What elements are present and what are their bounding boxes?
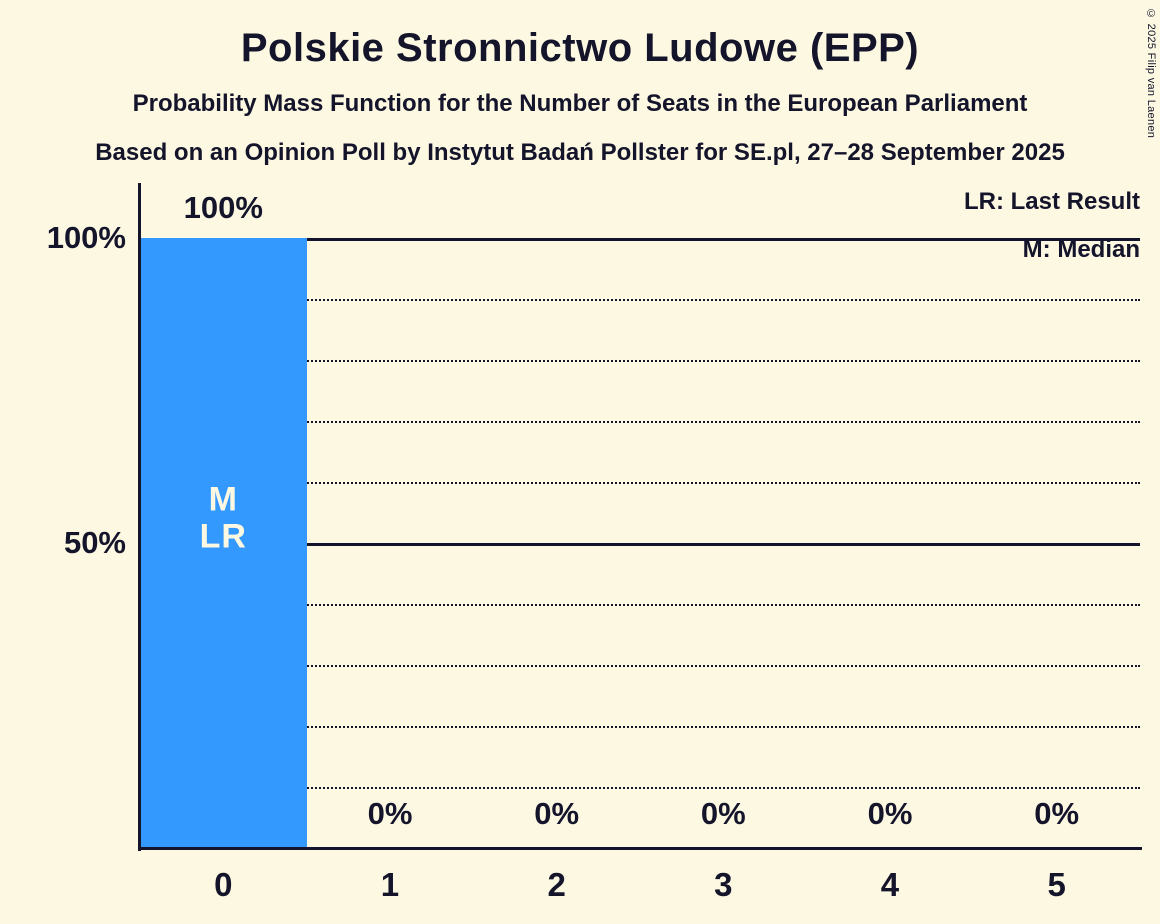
legend-last-result: LR: Last Result [963,188,1140,215]
y-tick-label-50pct: 50% [63,525,126,560]
chart-source-line: Based on an Opinion Poll by Instytut Bad… [95,139,1065,166]
x-tick-label-5: 5 [1047,866,1066,903]
bar-annotation-line: LR [199,517,247,556]
bar-seats-0: M LR [140,238,307,848]
gridline-70pct [140,421,1140,423]
value-label-seats-4: 0% [867,796,913,831]
value-label-seats-2: 0% [534,796,580,831]
chart-title: Polskie Stronnictwo Ludowe (EPP) [240,26,920,70]
x-tick-label-3: 3 [714,866,733,903]
gridline-100pct [140,238,1140,241]
x-tick-label-4: 4 [880,866,900,903]
plot-area: M LR 100% 0% 0% 0% 0% 0% [140,190,1140,848]
gridline-30pct [140,665,1140,667]
y-tick-label-100pct: 100% [46,220,126,255]
x-tick-label-2: 2 [547,866,566,903]
bar-annotation-line: M [208,480,238,519]
gridline-60pct [140,482,1140,484]
x-tick-label-0: 0 [214,866,233,903]
y-axis-line [138,183,141,851]
copyright-text: © 2025 Filip van Laenen [1145,8,1157,139]
gridline-90pct [140,299,1140,301]
chart-subtitle: Probability Mass Function for the Number… [132,90,1028,117]
value-label-seats-1: 0% [367,796,413,831]
bar-annotation-seats-0: M LR [140,480,307,556]
x-axis-line [138,847,1142,850]
gridline-50pct [140,543,1140,546]
value-label-seats-0: 100% [183,190,263,225]
gridline-80pct [140,360,1140,362]
gridline-40pct [140,604,1140,606]
value-label-seats-5: 0% [1034,796,1080,831]
value-label-seats-3: 0% [700,796,746,831]
gridline-10pct [140,787,1140,789]
x-tick-label-1: 1 [380,866,400,903]
gridline-20pct [140,726,1140,728]
